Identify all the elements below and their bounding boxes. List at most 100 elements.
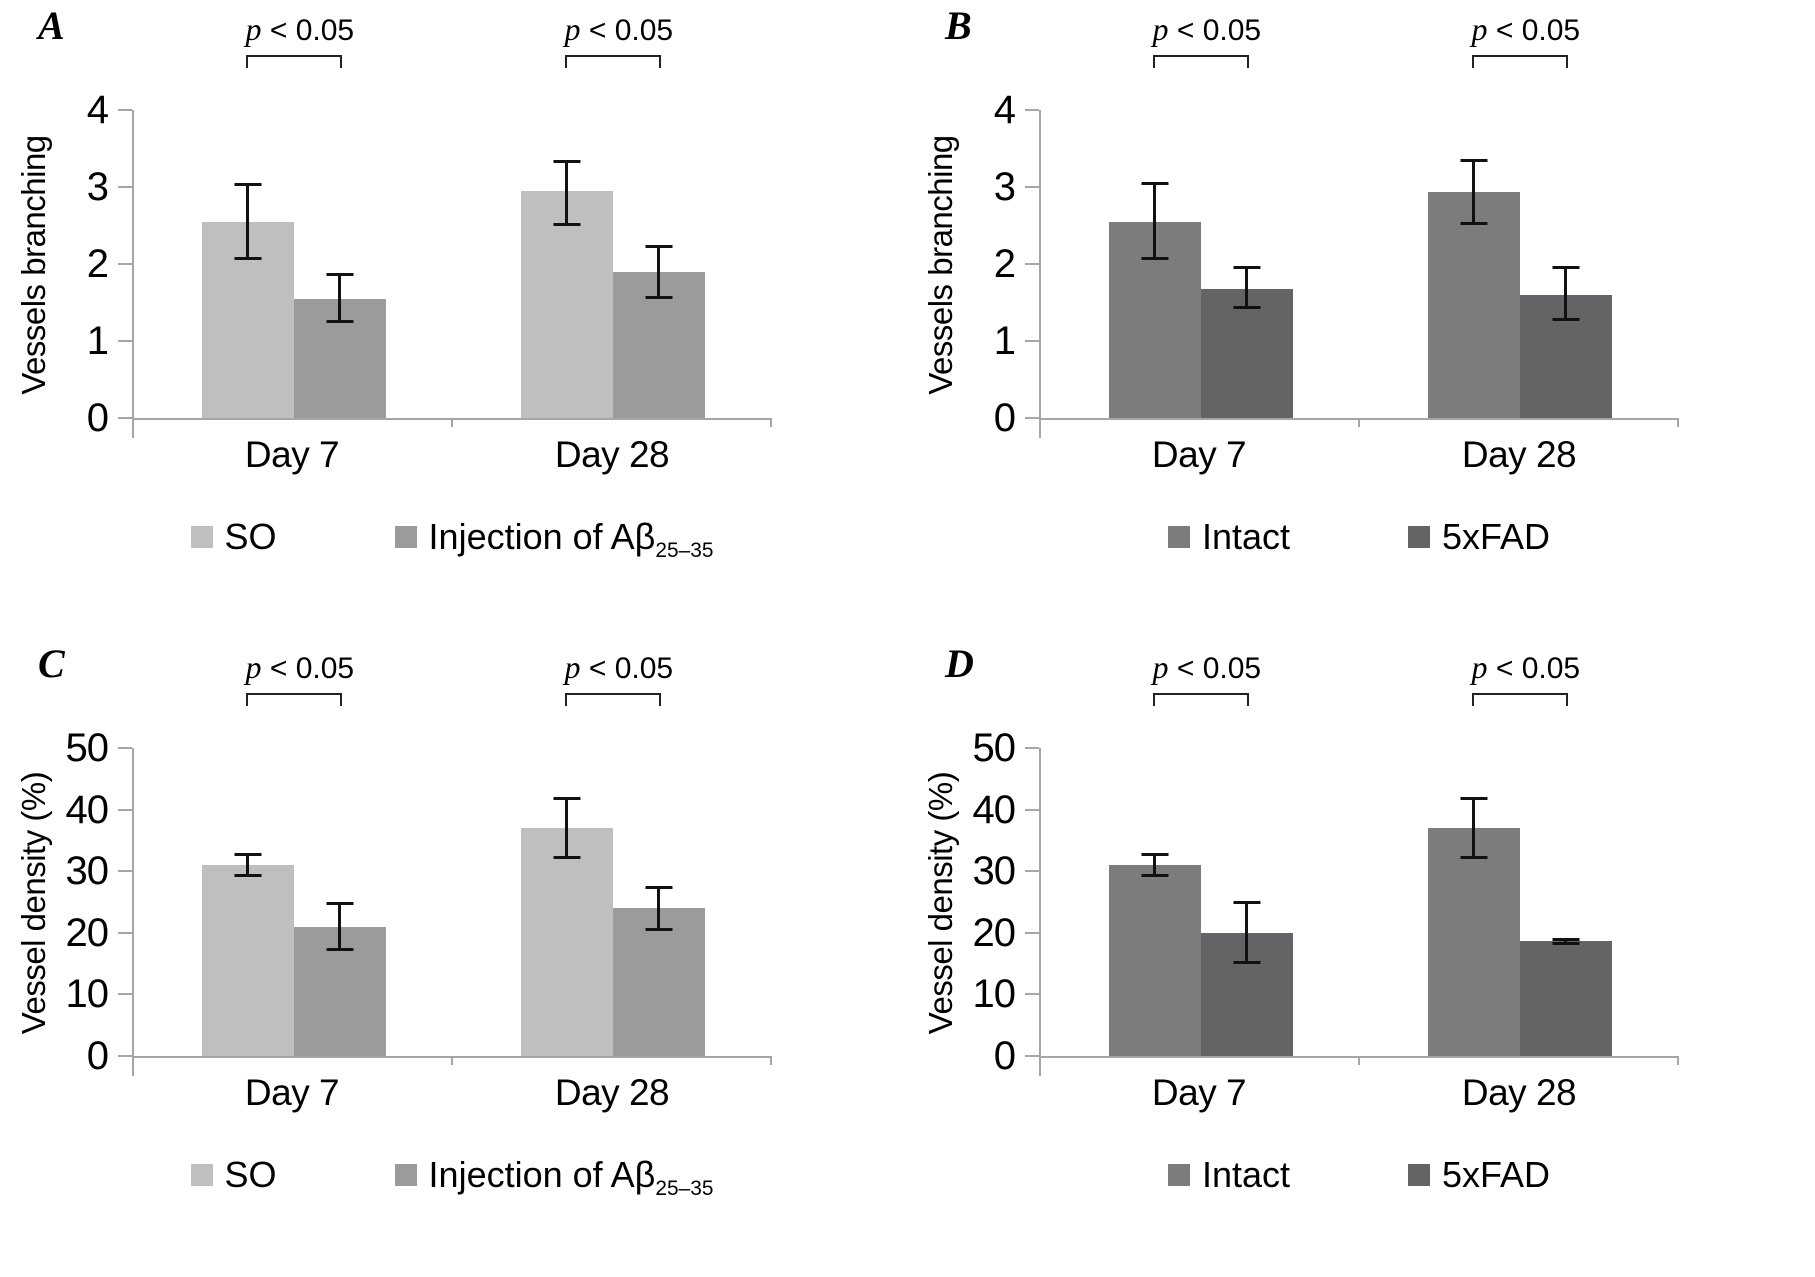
error-bar-bottom-cap (1233, 306, 1260, 310)
significance-bracket (564, 55, 661, 68)
error-bar-line (246, 183, 249, 261)
error-bar-line (246, 852, 249, 878)
error-bar-line (657, 244, 660, 299)
p-symbol: p (1471, 648, 1488, 685)
bar-group: p < 0.05 (1360, 649, 1679, 1056)
significance-marker: p < 0.05 (1471, 10, 1581, 68)
error-bar-bottom-cap (645, 295, 672, 299)
bar-slot (1200, 110, 1293, 418)
significance-bracket (245, 55, 342, 68)
legend-item: 5xFAD (1408, 1154, 1550, 1196)
panel-a: A Vessels branching 0 1 2 3 4 p < 0.05 p < 0.0… (0, 0, 907, 638)
y-axis-tick (1025, 186, 1039, 188)
y-axis-tick (1025, 747, 1039, 749)
y-axis-tick-label: 0 (86, 396, 109, 440)
y-axis-tick (1025, 263, 1039, 265)
y-axis-tick (1025, 931, 1039, 934)
p-value-label: p < 0.05 (245, 648, 355, 685)
y-axis-tick (1025, 340, 1039, 342)
significance-bracket (1152, 693, 1249, 706)
error-bar-line (1564, 265, 1567, 321)
bar-series-2 (612, 908, 705, 1056)
x-axis-tick (770, 418, 772, 427)
error-bar-bottom-cap (1233, 960, 1260, 964)
p-symbol: p (564, 10, 581, 47)
error-bar-bottom-cap (1141, 257, 1168, 261)
error-bar (234, 852, 261, 878)
error-bar-line (338, 902, 341, 952)
panel-letter: C (38, 641, 65, 686)
bar-group: p < 0.05 (1360, 11, 1679, 418)
x-axis-tick (451, 1056, 453, 1065)
significance-marker: p < 0.05 (564, 10, 674, 68)
error-bar-line (565, 160, 568, 226)
error-bar-line (1245, 900, 1248, 964)
bar-slot (520, 748, 613, 1056)
y-axis-tick-label: 10 (972, 972, 1016, 1017)
y-axis-line-extension (132, 1056, 134, 1076)
bar-slot (1427, 748, 1520, 1056)
error-bar-line (565, 797, 568, 859)
x-category-label: Day 28 (554, 434, 670, 475)
bar-series-1 (1427, 192, 1520, 418)
p-value-label: p < 0.05 (564, 10, 674, 47)
x-category-label: Day 28 (1461, 1072, 1577, 1113)
legend-label: Intact (1201, 1154, 1290, 1195)
legend-item: Injection of Aβ25–35 (394, 1154, 713, 1199)
legend-swatch (1408, 1164, 1430, 1186)
y-axis-tick (1025, 993, 1039, 996)
x-axis-tick (770, 1056, 772, 1065)
error-bar (1141, 181, 1168, 261)
bar-series-2 (1200, 288, 1293, 418)
error-bar-line (338, 273, 341, 324)
significance-marker: p < 0.05 (245, 648, 355, 706)
bar-slot (293, 748, 386, 1056)
y-axis-tick (1025, 1055, 1039, 1057)
bar-slot (520, 110, 613, 418)
legend-swatch (190, 526, 213, 548)
y-axis-tick-label: 3 (86, 165, 109, 209)
p-value-label: p < 0.05 (1152, 648, 1262, 685)
error-bar-bottom-cap (1552, 317, 1579, 321)
error-bar-line (657, 886, 660, 931)
x-axis-tick (1677, 1056, 1679, 1065)
error-bar (645, 886, 672, 931)
error-bar-bottom-cap (234, 257, 261, 261)
error-bar-bottom-cap (1460, 855, 1487, 859)
y-axis-tick-label: 1 (86, 319, 109, 363)
error-bar-bottom-cap (326, 948, 353, 952)
y-axis-tick-label: 3 (993, 165, 1016, 209)
significance-marker: p < 0.05 (245, 11, 354, 68)
y-axis-tick (118, 263, 132, 265)
legend-label: Intact (1201, 516, 1290, 557)
y-axis-tick (118, 186, 132, 188)
bar-series-1 (1427, 828, 1520, 1056)
legend-swatch (394, 1164, 417, 1186)
error-bar-bottom-cap (553, 855, 580, 859)
y-axis-line-extension (1039, 1056, 1041, 1076)
legend: Intact 5xFAD (1039, 516, 1679, 558)
y-axis-title: Vessel density (%) (15, 771, 52, 1035)
y-axis-tick-label: 2 (86, 242, 109, 286)
p-value-label: p < 0.05 (1471, 648, 1581, 685)
p-value-label: p < 0.05 (1471, 10, 1581, 47)
x-category-label: Day 28 (1461, 434, 1577, 475)
legend-label: 5xFAD (1442, 516, 1551, 557)
bar-slot (612, 110, 705, 418)
legend-swatch (190, 1164, 213, 1186)
error-bar (1233, 265, 1260, 310)
bar-series-1 (520, 828, 613, 1056)
error-bar (326, 273, 353, 324)
error-bar (1460, 159, 1487, 225)
legend-item: SO (190, 1154, 277, 1196)
y-axis-tick (118, 808, 132, 811)
error-bar (234, 183, 261, 261)
error-bar (1460, 797, 1487, 859)
plot-area: 0 10 20 30 40 50 p < 0.05 p < 0.05 (66, 649, 772, 1076)
significance-bracket (1471, 693, 1568, 706)
p-symbol: p (564, 648, 581, 685)
significance-bracket (245, 693, 342, 706)
error-bar-bottom-cap (1552, 942, 1579, 946)
bar-series-2 (1519, 941, 1612, 1056)
bar-slot (1200, 748, 1293, 1056)
